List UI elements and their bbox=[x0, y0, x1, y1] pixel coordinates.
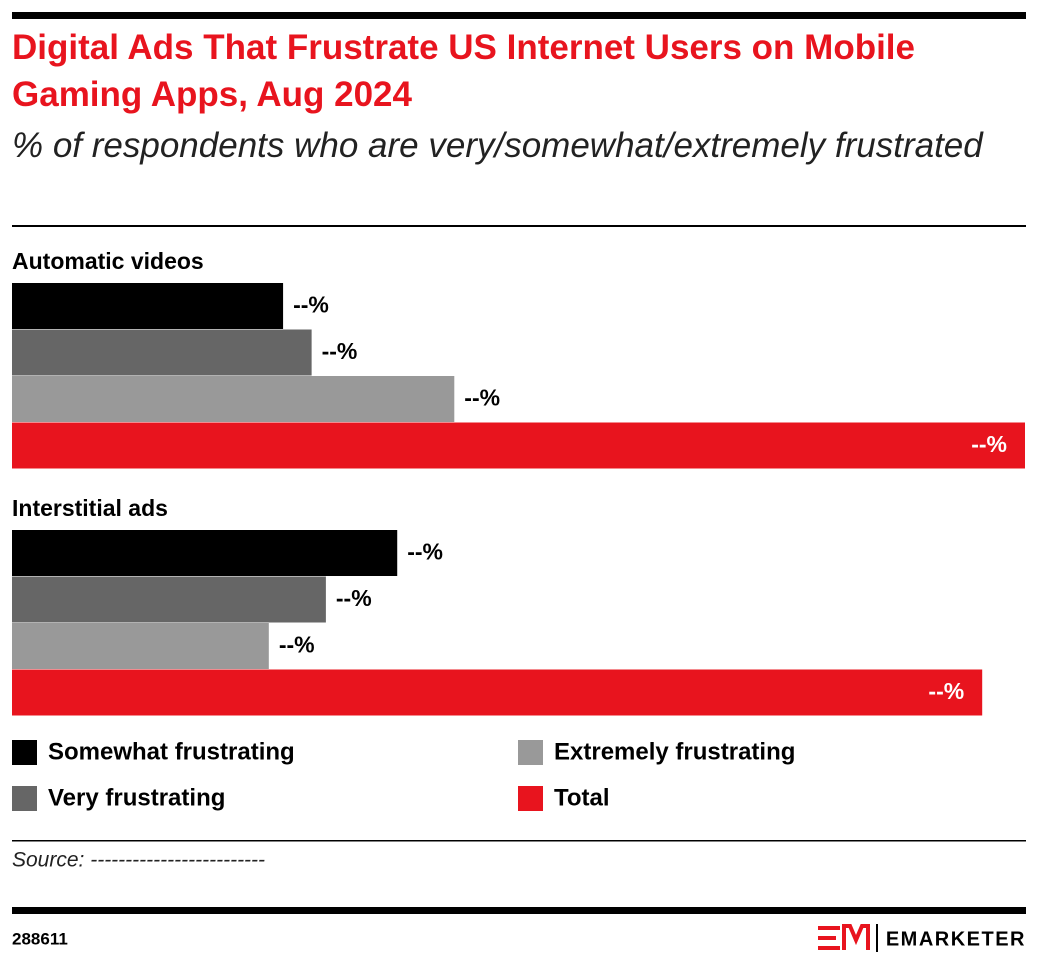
legend-label: Total bbox=[554, 784, 610, 811]
legend-swatch bbox=[12, 740, 37, 765]
logo-mark bbox=[818, 936, 836, 940]
value-label: --% bbox=[407, 538, 443, 564]
bar bbox=[12, 422, 1025, 469]
brand: EMARKETER bbox=[886, 928, 1026, 950]
logo-mark bbox=[842, 924, 870, 950]
logo: EMARKETER bbox=[818, 924, 1026, 952]
legend-swatch bbox=[12, 786, 37, 811]
value-label: --% bbox=[279, 631, 315, 657]
legend-label: Extremely frustrating bbox=[554, 738, 795, 765]
value-label: --% bbox=[971, 431, 1007, 457]
source: Source: ------------------------- bbox=[12, 849, 265, 872]
bar bbox=[12, 576, 326, 623]
bottom-rule bbox=[12, 907, 1026, 914]
category-label: Interstitial ads bbox=[12, 495, 168, 521]
bar bbox=[12, 623, 269, 669]
logo-mark bbox=[818, 926, 840, 930]
category-label: Automatic videos bbox=[12, 248, 204, 274]
legend-label: Somewhat frustrating bbox=[48, 738, 295, 765]
bar bbox=[12, 283, 284, 329]
value-label: --% bbox=[322, 338, 358, 364]
bar bbox=[12, 376, 455, 422]
legend-label: Very frustrating bbox=[48, 784, 225, 811]
legend-swatch bbox=[518, 786, 543, 811]
logo-mark bbox=[818, 946, 840, 950]
divider bbox=[12, 225, 1026, 227]
value-label: --% bbox=[336, 585, 372, 611]
chart-subtitle: % of respondents who are very/somewhat/e… bbox=[12, 126, 984, 165]
value-label: --% bbox=[293, 291, 329, 317]
divider bbox=[12, 840, 1026, 842]
legend-swatch bbox=[518, 740, 543, 765]
bar bbox=[12, 669, 983, 716]
chart-id: 288611 bbox=[12, 929, 68, 948]
top-rule bbox=[12, 12, 1026, 19]
value-label: --% bbox=[928, 678, 964, 704]
value-label: --% bbox=[464, 384, 500, 410]
bar bbox=[12, 329, 312, 376]
logo-divider bbox=[876, 924, 878, 952]
chart-title: Digital Ads That Frustrate US Internet U… bbox=[12, 28, 915, 114]
bar bbox=[12, 530, 398, 576]
